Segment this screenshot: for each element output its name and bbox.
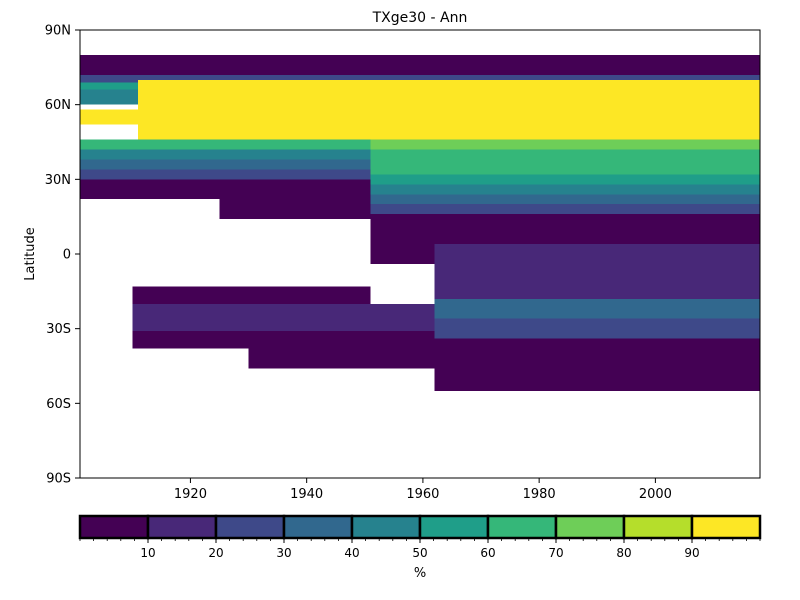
colorbar-tick-label: 80 <box>616 546 631 560</box>
heatmap-cell <box>80 54 760 75</box>
y-tick-label: 30N <box>45 173 71 188</box>
colorbar-tick-label: 50 <box>412 546 427 560</box>
x-tick-label: 1980 <box>523 487 556 502</box>
heatmap-cell <box>138 79 761 140</box>
heatmap-cell <box>370 214 760 245</box>
colorbar-swatches <box>78 514 762 540</box>
heatmap-cell <box>132 331 435 349</box>
y-axis-ticks: 90S 60S 30S 0 30N 60N 90N <box>45 24 80 487</box>
y-tick-label: 90N <box>45 24 71 39</box>
chart-title: TXge30 - Ann <box>372 10 468 26</box>
colorbar-swatch <box>554 514 626 540</box>
heatmap-cell <box>132 303 435 332</box>
colorbar-swatch <box>486 514 558 540</box>
heatmap-cell <box>80 149 371 160</box>
y-tick-label: 60S <box>46 397 71 412</box>
heatmap-cell <box>80 139 371 150</box>
heatmap-cell <box>370 149 760 175</box>
colorbar-swatch <box>214 514 286 540</box>
colorbar-tick-label: 70 <box>548 546 563 560</box>
heatmap-cell <box>370 244 435 264</box>
colorbar-tick-label: 90 <box>684 546 699 560</box>
heatmap-cell <box>80 159 371 170</box>
heatmap-cell <box>80 179 371 200</box>
plot-area: 1920 1940 1960 1980 2000 90S 60S 30S 0 30N 60N 90N <box>45 24 761 502</box>
heatmap-cell <box>370 174 760 185</box>
colorbar-ticks: 10 20 30 40 50 60 70 80 90 <box>79 538 761 560</box>
colorbar-swatch <box>146 514 218 540</box>
heatmap-cell <box>370 194 760 205</box>
x-axis-ticks: 1920 1940 1960 1980 2000 <box>174 478 672 502</box>
heatmap-cell <box>434 298 760 319</box>
colorbar-swatch <box>690 514 762 540</box>
heatmap-cell <box>80 89 139 105</box>
x-tick-label: 2000 <box>639 487 672 502</box>
heatmap-cell <box>370 184 760 195</box>
heatmap-cell <box>434 244 760 309</box>
x-tick-label: 1920 <box>174 487 207 502</box>
y-tick-label: 60N <box>45 98 71 113</box>
colorbar-swatch <box>282 514 354 540</box>
heatmap-cell <box>370 204 760 215</box>
heatmap-cell <box>219 199 371 220</box>
y-tick-label: 0 <box>63 248 71 263</box>
y-tick-label: 90S <box>46 472 71 487</box>
colorbar-tick-label: 10 <box>140 546 155 560</box>
heatmap-cell <box>370 139 760 150</box>
heatmap-cell <box>80 169 371 180</box>
colorbar-tick-label: 60 <box>480 546 495 560</box>
colorbar-tick-label: 20 <box>208 546 223 560</box>
heatmap-cell <box>434 338 760 391</box>
heatmap-cells <box>80 54 761 391</box>
colorbar: 10 20 30 40 50 60 70 80 90 % <box>78 514 762 581</box>
colorbar-swatch <box>418 514 490 540</box>
x-tick-label: 1940 <box>290 487 323 502</box>
y-tick-label: 30S <box>46 322 71 337</box>
heatmap-cell <box>248 348 435 369</box>
heatmap-cell <box>80 74 760 83</box>
heatmap-cell <box>80 109 139 125</box>
colorbar-swatch <box>622 514 694 540</box>
colorbar-label: % <box>414 566 426 581</box>
x-tick-label: 1960 <box>406 487 439 502</box>
y-axis-label: Latitude <box>23 227 38 281</box>
colorbar-swatch <box>350 514 422 540</box>
heatmap-cell <box>434 318 760 339</box>
colorbar-swatch <box>78 514 150 540</box>
heatmap-cell <box>132 286 371 304</box>
colorbar-tick-label: 40 <box>344 546 359 560</box>
colorbar-tick-label: 30 <box>276 546 291 560</box>
